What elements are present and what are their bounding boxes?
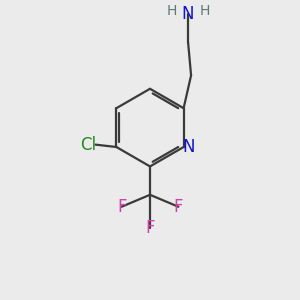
Text: N: N	[183, 138, 195, 156]
Text: N: N	[182, 5, 194, 23]
Text: F: F	[145, 219, 155, 237]
Text: F: F	[117, 198, 126, 216]
Text: H: H	[199, 4, 210, 17]
Text: F: F	[174, 198, 183, 216]
Text: Cl: Cl	[80, 136, 96, 154]
Text: H: H	[167, 4, 177, 17]
